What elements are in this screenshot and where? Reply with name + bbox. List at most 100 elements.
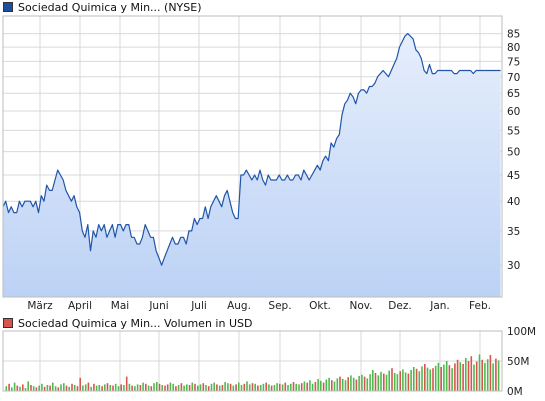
volume-bar — [54, 386, 57, 391]
volume-bar — [478, 354, 481, 391]
volume-bar — [361, 374, 363, 391]
volume-bar — [385, 374, 388, 391]
volume-bar — [63, 383, 65, 391]
volume-bar — [298, 384, 300, 391]
volume-bar — [93, 383, 95, 391]
volume-bar — [352, 377, 355, 391]
volume-bar — [101, 386, 103, 391]
volume-bar — [339, 376, 341, 391]
volume-bar — [235, 384, 237, 391]
volume-bar — [434, 365, 437, 391]
volume-bar — [95, 385, 98, 391]
volume-bar — [306, 382, 308, 391]
volume-bar — [462, 364, 464, 391]
volume-bar — [437, 362, 440, 391]
volume-bar — [131, 385, 133, 391]
volume-bar — [309, 380, 311, 391]
volume-bar — [391, 368, 393, 391]
volume-bar — [347, 377, 349, 391]
volume-bar — [415, 368, 418, 391]
volume-bar — [331, 380, 333, 391]
price-y-tick-label: 65 — [507, 88, 520, 100]
volume-bar — [197, 385, 199, 391]
volume-y-tick-label: 100M — [507, 326, 536, 338]
volume-bar — [123, 385, 125, 391]
volume-bar — [49, 385, 51, 391]
price-y-tick-label: 30 — [507, 260, 520, 272]
volume-bar — [481, 359, 483, 391]
month-label-3: Mai — [111, 300, 129, 312]
price-legend: Sociedad Quimica y Min... (NYSE) — [3, 0, 202, 14]
volume-bar — [68, 386, 70, 391]
volume-bar — [281, 384, 284, 391]
volume-bar — [443, 364, 445, 391]
volume-legend-swatch — [3, 318, 13, 328]
volume-bar — [418, 371, 421, 391]
volume-bar — [16, 385, 19, 391]
volume-bar — [194, 383, 196, 391]
price-line — [2, 33, 501, 266]
volume-bar — [11, 387, 13, 391]
volume-bar — [465, 358, 467, 391]
volume-bar — [320, 380, 322, 391]
volume-bar — [205, 385, 207, 391]
volume-bar — [262, 383, 265, 391]
volume-bar — [486, 359, 489, 391]
volume-bar — [112, 385, 114, 391]
month-label-6: Aug. — [227, 300, 251, 312]
volume-bar — [292, 382, 295, 391]
volume-bar — [300, 383, 303, 391]
price-y-tick-label: 45 — [507, 170, 520, 182]
volume-bar — [213, 382, 215, 391]
volume-bar — [495, 358, 497, 391]
volume-bar — [98, 385, 101, 391]
price-y-tick-label: 40 — [507, 196, 520, 208]
volume-bar — [199, 384, 202, 391]
volume-bar — [41, 383, 43, 391]
volume-bar — [355, 379, 358, 391]
volume-bar — [279, 383, 281, 391]
volume-bar — [445, 361, 448, 391]
volume-legend-label: Sociedad Quimica y Min... Volumen in USD — [18, 316, 253, 330]
price-legend-swatch — [3, 2, 13, 12]
price-y-tick-label: 35 — [507, 226, 520, 238]
volume-bar — [191, 382, 194, 391]
price-y-tick-label: 75 — [507, 56, 520, 68]
volume-bar — [380, 371, 382, 391]
volume-bar — [350, 375, 352, 391]
volume-bar — [374, 373, 377, 391]
volume-bar — [210, 383, 213, 391]
month-label-9: Nov. — [349, 300, 372, 312]
volume-bar — [432, 368, 434, 391]
volume-bar — [32, 386, 35, 391]
volume-bar — [147, 385, 150, 391]
volume-bar — [369, 374, 371, 391]
volume-bar — [333, 381, 336, 391]
month-label-5: Juli — [190, 300, 207, 312]
volume-bar — [393, 373, 396, 391]
volume-bar — [145, 383, 147, 391]
volume-bar — [76, 386, 79, 391]
volume-bar — [177, 385, 180, 391]
volume-bar — [158, 383, 161, 391]
volume-legend: Sociedad Quimica y Min... Volumen in USD — [3, 316, 252, 330]
volume-bar — [27, 381, 29, 391]
volume-bar — [336, 378, 339, 391]
volume-bar — [254, 383, 256, 391]
volume-bar — [38, 385, 40, 391]
volume-bar — [303, 381, 306, 391]
volume-bar — [104, 384, 106, 391]
volume-bar — [153, 383, 155, 391]
volume-bar — [440, 367, 442, 391]
volume-bar — [8, 383, 10, 391]
volume-bar — [317, 379, 319, 391]
volume-bar — [259, 385, 262, 391]
volume-plot-frame — [2, 330, 503, 392]
volume-bar — [71, 383, 73, 391]
volume-bar — [169, 382, 172, 391]
price-plot-frame — [2, 15, 503, 298]
price-y-tick-label: 70 — [507, 72, 520, 84]
volume-bar — [290, 383, 292, 391]
volume-bar — [180, 383, 183, 391]
